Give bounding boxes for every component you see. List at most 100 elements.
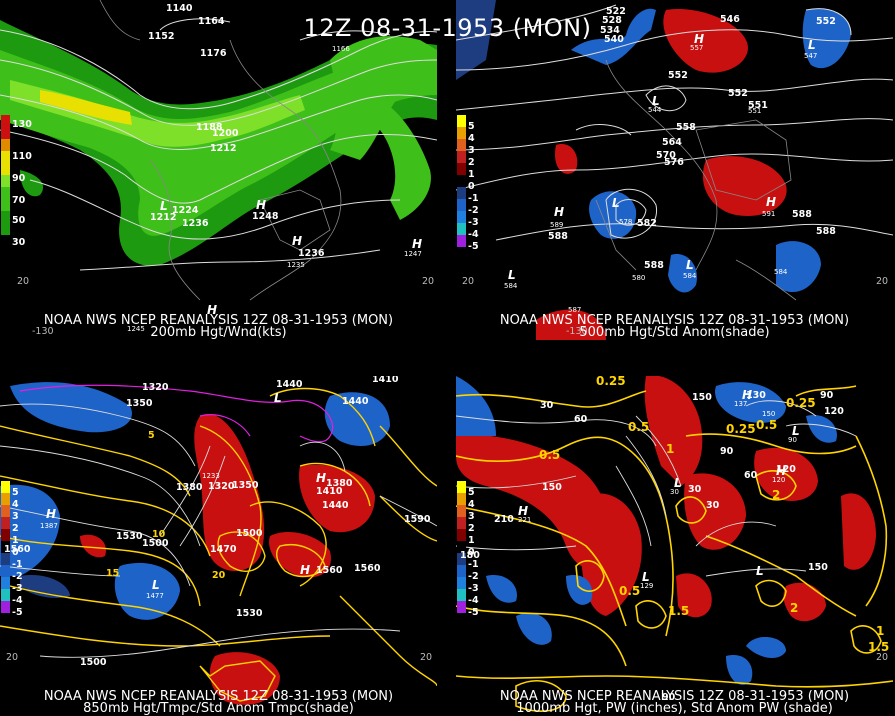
contour-label: 1212 <box>150 212 177 223</box>
legend-swatch <box>457 541 466 553</box>
caption-line2: 500mb Hgt/Std Anom(shade) <box>579 325 770 340</box>
temperature-contours <box>0 387 437 702</box>
height-contours-1000 <box>456 400 857 577</box>
contour-label: 1560 <box>316 565 343 576</box>
caption-line1: NOAA NWS NCEP REANALYSIS 12Z 08-31-1953 … <box>499 689 850 704</box>
high-marker: H <box>742 388 753 402</box>
legend-label: -4 <box>468 595 479 606</box>
contour-label: 1500 <box>236 528 263 539</box>
contour-label: 582 <box>637 218 657 229</box>
hl-value: 551 <box>748 107 762 115</box>
high-marker: H <box>292 234 303 248</box>
legend-label: 0 <box>468 181 475 192</box>
legend-anomaly-850: 5 4 3 2 1 0 -1 -2 -3 -4 -5 <box>1 481 23 618</box>
legend-wind: 130 110 90 70 50 30 <box>1 115 32 248</box>
legend-label: 0 <box>12 547 19 558</box>
contour-label: 180 <box>460 550 480 561</box>
legend-swatch <box>1 187 10 199</box>
contour-label: 130 <box>746 390 766 401</box>
legend-label: -4 <box>12 595 23 606</box>
jet-second <box>330 36 437 160</box>
contour-label: 552 <box>728 88 748 99</box>
pw-label: 0.25 <box>786 396 816 410</box>
low-marker: L <box>674 476 682 490</box>
pw-label: 1 <box>666 442 675 456</box>
low-marker: L <box>274 391 282 405</box>
contour-label: 528 <box>602 15 622 26</box>
pw-label: 2 <box>790 601 799 615</box>
legend-swatch <box>1 529 10 541</box>
legend-swatch <box>1 589 10 601</box>
legend-label: 1 <box>468 535 475 546</box>
legend-swatch <box>1 517 10 529</box>
hl-value: 591 <box>762 210 776 218</box>
low-marker: L <box>808 38 816 52</box>
contour-label: 552 <box>668 70 688 81</box>
high-marker: H <box>554 205 565 219</box>
legend-swatch <box>457 175 466 187</box>
contour-label: 1236 <box>182 218 209 229</box>
high-marker: H <box>694 32 705 46</box>
contour-label: 1470 <box>257 376 283 379</box>
low-marker: L <box>612 196 620 210</box>
contour-label: 588 <box>548 231 568 242</box>
contour-label: 30 <box>688 484 702 495</box>
legend-label: 3 <box>468 145 475 156</box>
legend-label: -3 <box>468 217 479 228</box>
height-contours-850 <box>0 403 437 658</box>
legend-swatch <box>457 517 466 529</box>
hl-value: 1235 <box>287 261 305 269</box>
contour-label: 1176 <box>200 48 227 59</box>
contour-label: 90 <box>662 692 676 703</box>
legend-label: 2 <box>468 523 475 534</box>
hl-value: 547 <box>804 52 818 60</box>
high-marker: H <box>412 237 423 251</box>
contour-label: 1500 <box>80 657 107 668</box>
legend-label: 90 <box>12 173 26 184</box>
panel-850mb-height-temp: 5 4 3 2 1 0 -1 -2 -3 -4 -5 1470 1440 132… <box>0 376 437 716</box>
legend-swatch <box>457 529 466 541</box>
low-marker: L <box>642 570 650 584</box>
contour-label: 588 <box>644 260 664 271</box>
hl-value: 1245 <box>127 325 145 333</box>
legend-swatch <box>457 115 466 127</box>
legend-label: -3 <box>12 583 23 594</box>
hl-value: 587 <box>568 306 582 314</box>
map-200mb <box>0 0 437 301</box>
contour-label: 1440 <box>342 396 369 407</box>
high-marker: H <box>300 563 311 577</box>
legend-label: 3 <box>12 511 19 522</box>
high-marker: H <box>256 198 267 212</box>
caption-line2: 850mb Hgt/Tmpc/Std Anom Tmpc(shade) <box>83 701 354 716</box>
pw-label: 1.5 <box>668 604 690 618</box>
legend-anomaly-500: 5 4 3 2 1 0 -1 -2 -3 -4 -5 <box>457 115 479 252</box>
legend-swatch <box>1 199 10 211</box>
legend-swatch <box>1 211 10 223</box>
contour-label: 534 <box>600 25 620 36</box>
coastlines-200 <box>99 0 342 301</box>
contour-label: 1320 <box>142 382 169 393</box>
anomaly-shading-850 <box>0 382 390 705</box>
legend-label: 110 <box>12 151 32 162</box>
low-marker: L <box>508 268 516 282</box>
contour-label: 1200 <box>212 128 239 139</box>
panel-500mb-height-anomaly: 5 4 3 2 1 0 -1 -2 -3 -4 -5 522 528 534 5… <box>456 0 893 340</box>
caption-line1: NOAA NWS NCEP REANALYSIS 12Z 08-31-1953 … <box>43 313 394 328</box>
legend-swatch <box>1 553 10 565</box>
legend-label: -5 <box>468 241 479 252</box>
contour-label: 30 <box>706 500 720 511</box>
height-contours-200 <box>0 18 437 271</box>
pw-label: 0.25 <box>596 376 626 388</box>
legend-label: 1 <box>468 169 475 180</box>
contour-label: 1590 <box>404 514 431 525</box>
legend-swatch <box>1 565 10 577</box>
pw-label: 0.5 <box>619 584 641 598</box>
legend-swatch <box>1 493 10 505</box>
contour-label: 588 <box>792 209 812 220</box>
low-marker: L <box>652 94 660 108</box>
map-850mb <box>0 382 437 705</box>
contour-label: 1236 <box>298 248 325 259</box>
legend-swatch <box>457 589 466 601</box>
contour-label: 1350 <box>126 398 153 409</box>
hl-value: 1387 <box>40 522 58 530</box>
